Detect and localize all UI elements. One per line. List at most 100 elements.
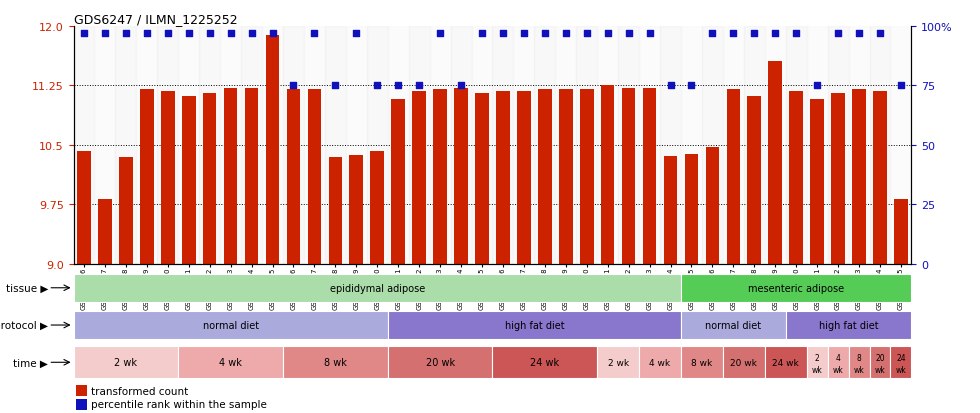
Bar: [493, 347, 597, 378]
Bar: [493, 27, 514, 264]
Bar: [873, 92, 887, 264]
Bar: [517, 92, 531, 264]
Text: 2 wk: 2 wk: [608, 358, 629, 367]
Text: tissue ▶: tissue ▶: [6, 283, 48, 293]
Text: 20 wk: 20 wk: [425, 357, 455, 368]
Text: 20 wk: 20 wk: [730, 358, 758, 367]
Point: [767, 31, 783, 37]
Point: [684, 83, 700, 90]
Bar: [245, 88, 259, 264]
Bar: [869, 347, 891, 378]
Point: [390, 83, 406, 90]
Bar: [119, 157, 132, 264]
Bar: [388, 311, 681, 339]
Point: [788, 31, 804, 37]
Text: 24 wk: 24 wk: [530, 357, 560, 368]
Text: epididymal adipose: epididymal adipose: [329, 283, 425, 293]
Bar: [74, 347, 178, 378]
Bar: [388, 347, 493, 378]
Bar: [413, 92, 426, 264]
Bar: [786, 27, 807, 264]
Point: [495, 31, 511, 37]
Bar: [286, 90, 300, 264]
Bar: [639, 27, 661, 264]
Bar: [661, 27, 681, 264]
Bar: [538, 90, 552, 264]
Bar: [726, 90, 740, 264]
Text: wk: wk: [874, 365, 885, 374]
Bar: [768, 62, 782, 264]
Text: wk: wk: [833, 365, 844, 374]
Bar: [807, 347, 827, 378]
Text: 24 wk: 24 wk: [772, 358, 799, 367]
Point: [285, 83, 301, 90]
Bar: [723, 347, 764, 378]
Text: high fat diet: high fat diet: [818, 320, 878, 330]
Bar: [514, 27, 534, 264]
Text: mesenteric adipose: mesenteric adipose: [748, 283, 844, 293]
Point: [327, 83, 343, 90]
Bar: [429, 27, 451, 264]
Point: [662, 83, 678, 90]
Bar: [869, 27, 891, 264]
Point: [642, 31, 658, 37]
Text: GDS6247 / ILMN_1225252: GDS6247 / ILMN_1225252: [74, 13, 237, 26]
Bar: [681, 274, 911, 302]
Bar: [98, 199, 112, 264]
Bar: [75, 385, 87, 396]
Text: 2: 2: [814, 353, 819, 362]
Point: [872, 31, 888, 37]
Text: wk: wk: [854, 365, 864, 374]
Bar: [388, 27, 409, 264]
Bar: [643, 88, 657, 264]
Bar: [161, 92, 174, 264]
Text: 8 wk: 8 wk: [691, 358, 712, 367]
Bar: [262, 27, 283, 264]
Point: [265, 31, 280, 37]
Text: 20: 20: [875, 353, 885, 362]
Point: [705, 31, 720, 37]
Text: wk: wk: [811, 365, 822, 374]
Bar: [182, 97, 196, 264]
Point: [160, 31, 175, 37]
Bar: [831, 93, 845, 264]
Bar: [223, 88, 237, 264]
Point: [620, 31, 636, 37]
Text: normal diet: normal diet: [706, 320, 761, 330]
Bar: [597, 27, 618, 264]
Point: [453, 83, 468, 90]
Text: wk: wk: [896, 365, 906, 374]
Bar: [199, 27, 221, 264]
Point: [307, 31, 322, 37]
Bar: [810, 100, 824, 264]
Point: [139, 31, 155, 37]
Bar: [891, 347, 911, 378]
Text: 4 wk: 4 wk: [220, 357, 242, 368]
Text: 8 wk: 8 wk: [324, 357, 347, 368]
Text: 4: 4: [836, 353, 841, 362]
Bar: [475, 93, 489, 264]
Text: 2 wk: 2 wk: [115, 357, 137, 368]
Point: [537, 31, 553, 37]
Bar: [140, 90, 154, 264]
Bar: [601, 85, 614, 264]
Bar: [685, 155, 699, 264]
Bar: [75, 399, 87, 410]
Bar: [639, 347, 681, 378]
Point: [725, 31, 741, 37]
Bar: [370, 152, 384, 264]
Bar: [621, 88, 635, 264]
Text: 8: 8: [857, 353, 861, 362]
Point: [432, 31, 448, 37]
Bar: [723, 27, 744, 264]
Bar: [496, 92, 510, 264]
Bar: [559, 90, 572, 264]
Bar: [556, 27, 576, 264]
Bar: [77, 152, 91, 264]
Bar: [283, 27, 304, 264]
Bar: [471, 27, 493, 264]
Bar: [304, 27, 324, 264]
Bar: [681, 27, 702, 264]
Bar: [116, 27, 136, 264]
Point: [809, 83, 825, 90]
